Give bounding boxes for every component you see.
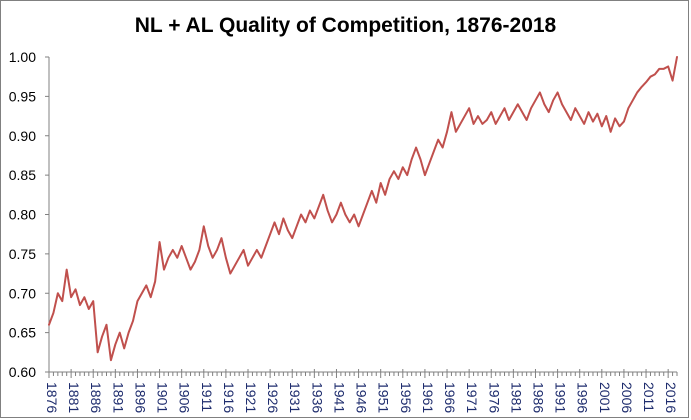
svg-text:1951: 1951 <box>376 382 392 413</box>
svg-text:1986: 1986 <box>530 382 546 413</box>
svg-text:1971: 1971 <box>464 382 480 413</box>
svg-text:0.75: 0.75 <box>9 246 36 262</box>
svg-text:1886: 1886 <box>88 382 104 413</box>
svg-text:1956: 1956 <box>398 382 414 413</box>
svg-text:1906: 1906 <box>177 382 193 413</box>
svg-text:1961: 1961 <box>420 382 436 413</box>
svg-text:0.65: 0.65 <box>9 325 36 341</box>
svg-text:0.95: 0.95 <box>9 88 36 104</box>
svg-text:0.90: 0.90 <box>9 128 36 144</box>
svg-text:1881: 1881 <box>66 382 82 413</box>
svg-text:1936: 1936 <box>309 382 325 413</box>
svg-text:1901: 1901 <box>155 382 171 413</box>
svg-text:1.00: 1.00 <box>9 49 36 65</box>
svg-text:0.60: 0.60 <box>9 364 36 380</box>
svg-text:1926: 1926 <box>265 382 281 413</box>
svg-text:2001: 2001 <box>597 382 613 413</box>
svg-text:1941: 1941 <box>331 382 347 413</box>
svg-text:1921: 1921 <box>243 382 259 413</box>
svg-text:1966: 1966 <box>442 382 458 413</box>
svg-text:1931: 1931 <box>287 382 303 413</box>
svg-text:2016: 2016 <box>663 382 679 413</box>
svg-text:1976: 1976 <box>486 382 502 413</box>
svg-text:2006: 2006 <box>619 382 635 413</box>
svg-text:2011: 2011 <box>641 382 657 412</box>
svg-text:1911: 1911 <box>199 382 215 412</box>
svg-text:1981: 1981 <box>508 382 524 413</box>
svg-text:0.85: 0.85 <box>9 167 36 183</box>
svg-text:0.70: 0.70 <box>9 285 36 301</box>
svg-text:1891: 1891 <box>110 382 126 413</box>
svg-text:1996: 1996 <box>575 382 591 413</box>
svg-text:1896: 1896 <box>132 382 148 413</box>
svg-text:1916: 1916 <box>221 382 237 413</box>
svg-text:0.80: 0.80 <box>9 207 36 223</box>
svg-text:1946: 1946 <box>354 382 370 413</box>
svg-text:1876: 1876 <box>44 382 60 413</box>
svg-text:1991: 1991 <box>553 382 569 413</box>
